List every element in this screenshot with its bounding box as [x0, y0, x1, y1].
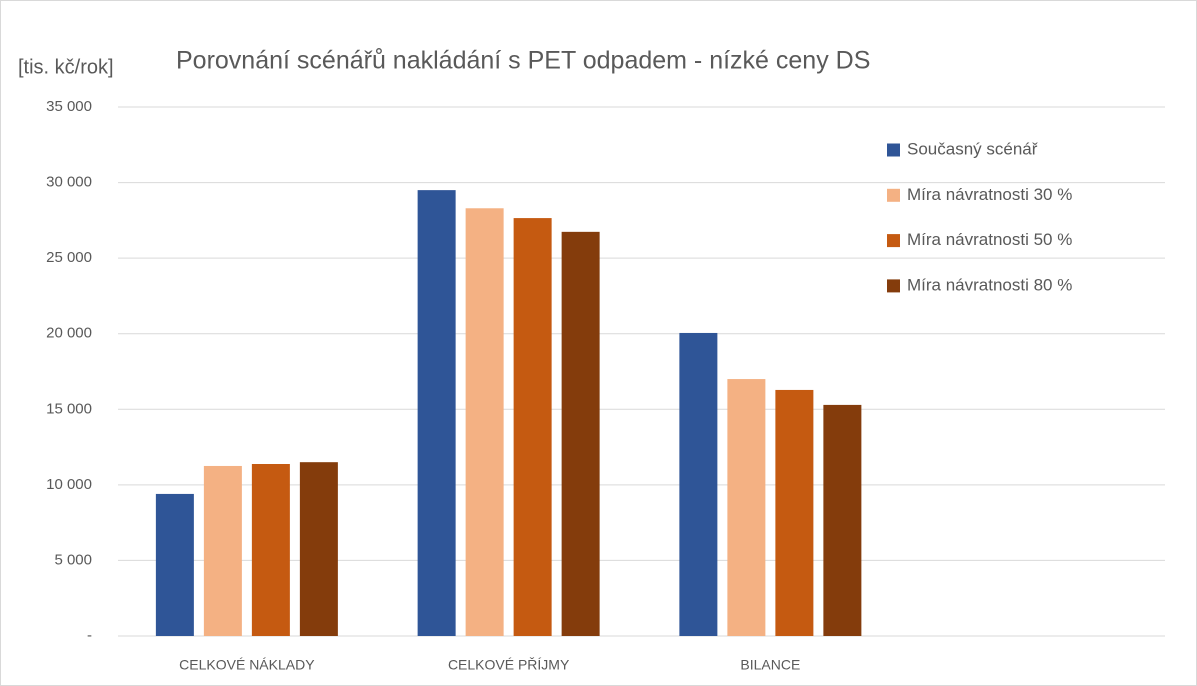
bar	[775, 389, 814, 636]
bar	[299, 462, 338, 636]
y-tick-label: 10 000	[46, 476, 92, 493]
bar	[823, 404, 862, 636]
y-axis-label: [tis. kč/rok]	[18, 56, 114, 78]
legend-label: Míra návratnosti 80 %	[907, 275, 1072, 294]
legend-swatch	[887, 143, 900, 157]
legend-label: Míra návratnosti 50 %	[907, 230, 1072, 249]
y-tick-label: 35 000	[46, 98, 92, 115]
bar	[513, 218, 552, 636]
x-tick-label: BILANCE	[740, 657, 800, 673]
y-tick-label: 5 000	[54, 551, 92, 568]
bar	[417, 190, 456, 636]
bar	[251, 463, 290, 636]
legend-swatch	[887, 234, 900, 248]
y-tick-label: 25 000	[46, 249, 92, 266]
y-tick-label: -	[87, 627, 92, 644]
legend-label: Míra návratnosti 30 %	[907, 185, 1072, 204]
bar	[155, 493, 194, 636]
bar	[203, 465, 242, 636]
legend-swatch	[887, 279, 900, 293]
x-tick-label: CELKOVÉ NÁKLADY	[179, 657, 315, 673]
chart-title: Porovnání scénářů nakládání s PET odpade…	[176, 47, 870, 75]
x-tick-label: CELKOVÉ PŘÍJMY	[448, 657, 570, 673]
y-tick-label: 15 000	[46, 400, 92, 417]
bar	[465, 208, 504, 636]
y-tick-label: 30 000	[46, 174, 92, 191]
bar	[561, 231, 600, 636]
legend-swatch	[887, 188, 900, 202]
bar	[727, 379, 766, 636]
y-tick-label: 20 000	[46, 325, 92, 342]
legend-label: Současný scénář	[907, 139, 1038, 158]
bar	[679, 332, 718, 636]
